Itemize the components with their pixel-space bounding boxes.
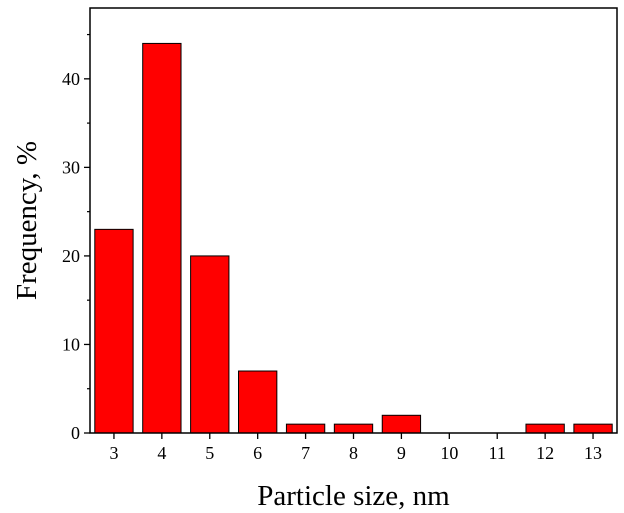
- y-tick-label: 20: [62, 246, 80, 266]
- bar-7: [285, 423, 326, 434]
- x-tick-label: 3: [109, 443, 118, 463]
- bar-5: [190, 255, 230, 434]
- x-tick-label: 11: [489, 443, 506, 463]
- bar-3: [94, 228, 134, 434]
- x-tick-label: 10: [440, 443, 458, 463]
- bar-6: [238, 370, 278, 434]
- x-axis-title: Particle size, nm: [257, 480, 450, 512]
- y-axis: 0 10 20 30 40: [62, 33, 90, 443]
- bar-8: [333, 423, 374, 434]
- x-tick-label: 12: [536, 443, 554, 463]
- bar-4: [142, 42, 182, 434]
- x-tick-label: 6: [253, 443, 262, 463]
- x-tick-label: 7: [301, 443, 310, 463]
- bar-12: [525, 423, 565, 434]
- y-tick-label: 0: [71, 423, 80, 443]
- y-tick-label: 40: [62, 69, 80, 89]
- x-tick-label: 8: [349, 443, 358, 463]
- bar-9: [381, 414, 422, 434]
- x-tick-label: 5: [205, 443, 214, 463]
- y-axis-title: Frequency, %: [11, 141, 43, 300]
- bars-group: [94, 42, 613, 434]
- x-axis: 3 4 5 6 7 8 9 10 11 12 13: [109, 433, 602, 463]
- x-tick-label: 9: [397, 443, 406, 463]
- x-tick-label: 13: [584, 443, 602, 463]
- x-tick-label: 4: [157, 443, 166, 463]
- y-tick-label: 30: [62, 157, 80, 177]
- bar-13: [573, 423, 613, 434]
- y-tick-label: 10: [62, 334, 80, 354]
